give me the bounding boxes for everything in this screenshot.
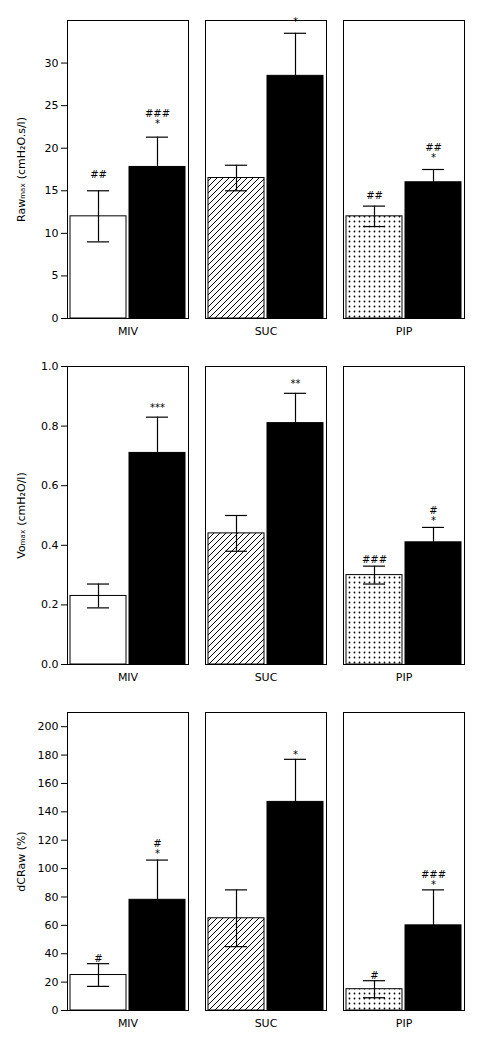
svg-text:###*: ###* xyxy=(145,108,170,129)
svg-text:20: 20 xyxy=(45,142,59,155)
svg-text:#*: #* xyxy=(153,838,161,859)
svg-text:***: *** xyxy=(150,402,165,413)
svg-text:MIV: MIV xyxy=(118,671,139,684)
svg-text:MIV: MIV xyxy=(118,1017,139,1030)
svg-text:PIP: PIP xyxy=(396,1017,413,1030)
svg-text:0: 0 xyxy=(52,1004,59,1017)
svg-text:#: # xyxy=(370,970,378,981)
svg-text:0.8: 0.8 xyxy=(41,420,59,433)
svg-text:20: 20 xyxy=(45,976,59,989)
svg-text:Voₘₐₓ (cmH₂O/l): Voₘₐₓ (cmH₂O/l) xyxy=(15,472,28,558)
svg-text:Rawₘₐₓ (cmH₂O.s/l): Rawₘₐₓ (cmH₂O.s/l) xyxy=(15,117,28,222)
svg-text:##*: ##* xyxy=(425,142,442,163)
svg-text:15: 15 xyxy=(45,184,59,197)
svg-text:1.0: 1.0 xyxy=(41,360,59,373)
svg-text:SUC: SUC xyxy=(255,325,278,338)
svg-text:30: 30 xyxy=(45,57,59,70)
svg-text:60: 60 xyxy=(45,919,59,932)
svg-text:**: ** xyxy=(291,378,301,389)
svg-text:140: 140 xyxy=(38,805,59,818)
svg-text:###: ### xyxy=(362,554,387,565)
svg-text:0: 0 xyxy=(52,312,59,325)
svg-text:10: 10 xyxy=(45,227,59,240)
svg-text:##: ## xyxy=(366,190,383,201)
svg-text:5: 5 xyxy=(52,269,59,282)
svg-text:0.4: 0.4 xyxy=(41,539,59,552)
svg-text:0.2: 0.2 xyxy=(41,598,59,611)
svg-text:PIP: PIP xyxy=(396,325,413,338)
svg-text:###*: ###* xyxy=(421,869,446,890)
svg-text:#: # xyxy=(94,953,102,964)
svg-text:PIP: PIP xyxy=(396,671,413,684)
svg-text:100: 100 xyxy=(38,862,59,875)
svg-text:dCRaw (%): dCRaw (%) xyxy=(15,831,28,891)
svg-text:*: * xyxy=(293,16,298,27)
svg-text:0.6: 0.6 xyxy=(41,479,59,492)
svg-text:#*: #* xyxy=(429,505,437,526)
svg-text:200: 200 xyxy=(38,720,59,733)
svg-text:180: 180 xyxy=(38,749,59,762)
svg-text:25: 25 xyxy=(45,99,59,112)
svg-text:160: 160 xyxy=(38,777,59,790)
svg-text:SUC: SUC xyxy=(255,1017,278,1030)
svg-text:SUC: SUC xyxy=(255,671,278,684)
svg-text:120: 120 xyxy=(38,834,59,847)
svg-text:##: ## xyxy=(90,169,107,180)
svg-text:40: 40 xyxy=(45,947,59,960)
svg-text:*: * xyxy=(293,749,298,760)
svg-text:80: 80 xyxy=(45,890,59,903)
svg-text:MIV: MIV xyxy=(118,325,139,338)
svg-text:0.0: 0.0 xyxy=(41,658,59,671)
